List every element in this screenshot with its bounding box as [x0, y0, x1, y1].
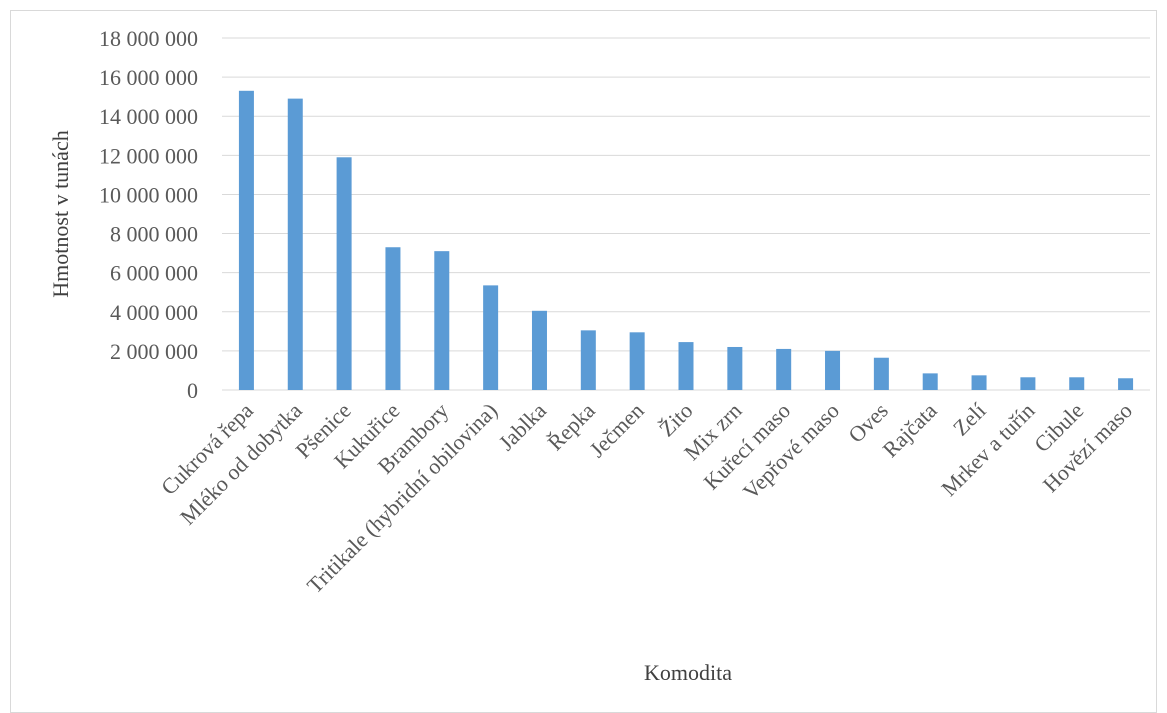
- bar: [238, 90, 254, 391]
- x-category-label: Jablka: [494, 398, 552, 456]
- bar: [1020, 377, 1036, 390]
- bar: [922, 373, 938, 390]
- bar: [287, 98, 303, 390]
- y-tick-label: 0: [187, 378, 198, 403]
- x-category-label: Rajčata: [877, 398, 941, 462]
- bar: [776, 348, 792, 390]
- y-tick-label: 10 000 000: [99, 182, 198, 207]
- bar: [385, 247, 401, 390]
- bar: [873, 357, 889, 390]
- y-tick-label: 18 000 000: [99, 26, 198, 51]
- y-tick-label: 12 000 000: [99, 143, 198, 168]
- bar: [1069, 377, 1085, 390]
- x-category-label: Ječmen: [584, 398, 648, 462]
- y-axis-title: Hmotnost v tunách: [48, 130, 73, 297]
- y-tick-label: 6 000 000: [110, 261, 198, 286]
- x-axis-title: Komodita: [644, 660, 732, 685]
- gridlines: [222, 37, 1150, 391]
- y-tick-label: 16 000 000: [99, 65, 198, 90]
- bar: [1118, 378, 1134, 390]
- bar: [531, 310, 547, 390]
- bar: [336, 157, 352, 390]
- bar: [580, 330, 596, 390]
- bar: [678, 342, 694, 390]
- y-tick-labels: 0 2 000 000 4 000 000 6 000 000 8 000 000 10 …: [99, 26, 198, 403]
- bar: [434, 251, 450, 390]
- y-tick-label: 14 000 000: [99, 104, 198, 129]
- y-tick-label: 8 000 000: [110, 222, 198, 247]
- bar: [825, 350, 841, 390]
- bar: [727, 346, 743, 390]
- y-tick-label: 4 000 000: [110, 300, 198, 325]
- bar: [629, 332, 645, 390]
- y-tick-label: 2 000 000: [110, 339, 198, 364]
- bar: [483, 285, 499, 390]
- bars: [238, 90, 1134, 391]
- bar: [971, 375, 987, 390]
